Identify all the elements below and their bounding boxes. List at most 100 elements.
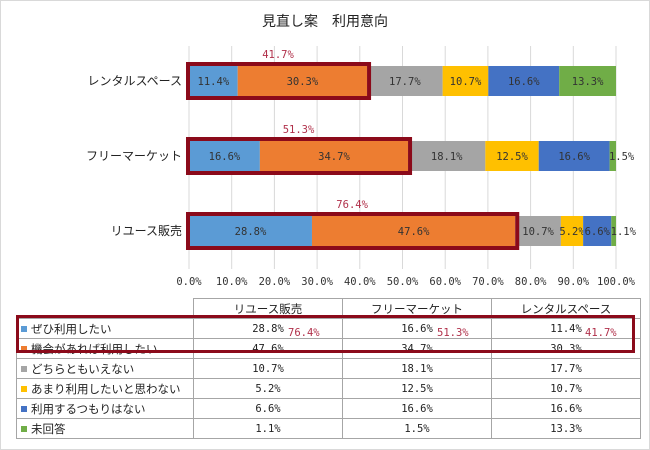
x-tick-label: 80.0% [515, 276, 547, 288]
table-cell: 5.2% [193, 378, 343, 399]
table-row: 利用するつもりはない 6.6% 16.6% 16.6% [16, 398, 641, 419]
bar-segment [367, 66, 443, 96]
table-cell: 6.6% [193, 398, 343, 419]
data-label: 17.7% [389, 76, 421, 88]
data-label: 12.5% [496, 151, 528, 163]
data-label: 47.6% [398, 226, 430, 238]
row-label: どちらともいえない [16, 358, 194, 379]
bar-segment [560, 216, 584, 246]
table-cell: 30.3% [491, 338, 641, 359]
highlight-box [186, 137, 413, 175]
column-header: フリーマーケット [342, 298, 492, 319]
bar-segment [189, 141, 260, 171]
series-name: ぜひ利用したい [31, 321, 112, 336]
total-label: 51.3% [283, 124, 315, 136]
row-label: あまり利用したいと思わない [16, 378, 194, 399]
data-label: 13.3% [572, 76, 604, 88]
bar-segment [488, 66, 560, 96]
data-label: 28.8% [235, 226, 267, 238]
data-label: 1.5% [609, 151, 635, 163]
bar-segment [515, 216, 561, 246]
series-name: 機会があれば利用したい [31, 341, 158, 356]
bar-segment [311, 216, 516, 246]
table-row: 未回答 1.1% 1.5% 13.3% [16, 418, 641, 439]
bar-segment [189, 66, 238, 96]
bar-segment [559, 66, 616, 96]
table-row: 機会があれば利用したい 47.6% 34.7% 30.3% [16, 338, 641, 359]
data-label: 5.2% [559, 226, 585, 238]
row-label: ぜひ利用したい [16, 318, 194, 339]
table-corner [16, 298, 194, 319]
table-total-label: 76.4% [288, 327, 320, 339]
legend-swatch [21, 366, 27, 372]
category-label: フリーマーケット [86, 149, 182, 163]
bar-segment [442, 66, 489, 96]
bar-segment [189, 216, 312, 246]
x-tick-label: 50.0% [387, 276, 419, 288]
table-total-label: 41.7% [585, 327, 617, 339]
data-label: 16.6% [558, 151, 590, 163]
total-label: 76.4% [336, 199, 368, 211]
legend-swatch [21, 426, 27, 432]
x-tick-label: 0.0% [176, 276, 202, 288]
x-tick-label: 30.0% [301, 276, 333, 288]
legend-swatch [21, 386, 27, 392]
legend-swatch [21, 326, 27, 332]
table-row: ぜひ利用したい 28.8% 16.6% 11.4% [16, 318, 641, 339]
data-label: 10.7% [522, 226, 554, 238]
data-label: 30.3% [287, 76, 319, 88]
series-name: あまり利用したいと思わない [31, 381, 181, 396]
data-label: 11.4% [198, 76, 230, 88]
x-tick-label: 100.0% [597, 276, 636, 288]
x-tick-label: 40.0% [344, 276, 376, 288]
highlight-box [186, 62, 372, 100]
bar-chart: 0.0% 10.0% 20.0% 30.0% 40.0% 50.0% 60.0% 70.0% 8… [86, 46, 637, 288]
table-cell: 18.1% [342, 358, 492, 379]
data-label: 16.6% [508, 76, 540, 88]
data-table: リユース販売 フリーマーケット レンタルスペース ぜひ利用したい 28.8% 16.… [16, 298, 641, 439]
data-label: 34.7% [318, 151, 350, 163]
table-cell: 1.5% [342, 418, 492, 439]
series-name: どちらともいえない [31, 361, 135, 376]
legend-swatch [21, 346, 27, 352]
data-label: 16.6% [209, 151, 241, 163]
category-label: リユース販売 [111, 223, 182, 238]
x-tick-label: 10.0% [216, 276, 248, 288]
x-tick-label: 70.0% [472, 276, 504, 288]
column-header: リユース販売 [193, 298, 343, 319]
table-cell: 1.1% [193, 418, 343, 439]
table-total-label: 51.3% [437, 327, 469, 339]
bar-segment [237, 66, 368, 96]
series-name: 未回答 [31, 421, 66, 436]
x-tick-label: 90.0% [557, 276, 589, 288]
bar-segment [611, 216, 616, 246]
table-cell: 47.6% [193, 338, 343, 359]
bar-segment [408, 141, 486, 171]
bar-segment [538, 141, 610, 171]
category-label: レンタルスペース [87, 74, 182, 88]
table-cell: 34.7% [342, 338, 492, 359]
row-label: 利用するつもりはない [16, 398, 194, 419]
data-label: 18.1% [431, 151, 463, 163]
column-header: レンタルスペース [491, 298, 641, 319]
table-row: あまり利用したいと思わない 5.2% 12.5% 10.7% [16, 378, 641, 399]
table-cell: 10.7% [193, 358, 343, 379]
table-cell: 10.7% [491, 378, 641, 399]
legend-swatch [21, 406, 27, 412]
table-cell: 16.6% [342, 398, 492, 419]
bar-segment [609, 141, 616, 171]
x-tick-label: 20.0% [259, 276, 291, 288]
row-label: 未回答 [16, 418, 194, 439]
bar-segment [485, 141, 539, 171]
x-tick-label: 60.0% [429, 276, 461, 288]
table-cell: 16.6% [342, 318, 492, 339]
highlight-box [186, 212, 520, 250]
row-label: 機会があれば利用したい [16, 338, 194, 359]
table-cell: 11.4% [491, 318, 641, 339]
total-label: 41.7% [262, 49, 294, 61]
table-header-row: リユース販売 フリーマーケット レンタルスペース [16, 298, 641, 319]
chart-title: 見直し案 利用意向 [262, 14, 388, 30]
bar-segment [259, 141, 409, 171]
table-cell: 17.7% [491, 358, 641, 379]
